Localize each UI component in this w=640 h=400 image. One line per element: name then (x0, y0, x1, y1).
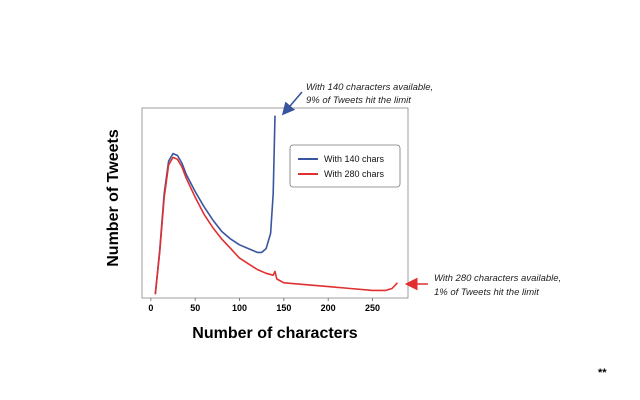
annotation-140-arrow (281, 91, 303, 116)
x-tick-label-0: 0 (148, 303, 153, 313)
x-axis-ticks: 0 50 100 150 200 250 (148, 298, 380, 313)
annotation-140-line2: 9% of Tweets hit the limit (306, 95, 411, 106)
series-lines (154, 115, 398, 295)
annotation-280-line1: With 280 characters available, (434, 273, 561, 284)
x-axis-title: Number of characters (192, 325, 357, 342)
x-tick-label-50: 50 (190, 303, 200, 313)
x-tick-label-150: 150 (276, 303, 291, 313)
legend-label-140: With 140 chars (324, 154, 385, 164)
legend: With 140 chars With 280 chars (289, 144, 401, 188)
x-tick-label-100: 100 (232, 303, 247, 313)
footnote-marker: ** (598, 367, 607, 379)
y-axis-title: Number of Tweets (105, 129, 122, 267)
annotation-280: With 280 characters available, 1% of Twe… (404, 273, 561, 298)
x-tick-label-200: 200 (321, 303, 336, 313)
x-tick-label-250: 250 (365, 303, 380, 313)
legend-box (289, 144, 401, 188)
annotation-140: With 140 characters available, 9% of Twe… (281, 82, 433, 116)
legend-label-280: With 280 chars (324, 169, 385, 179)
annotation-140-line1: With 140 characters available, (306, 82, 433, 93)
annotation-280-line2: 1% of Tweets hit the limit (434, 287, 539, 298)
series-line-140 (154, 115, 276, 295)
plot-frame (141, 107, 409, 299)
series-line-280 (154, 156, 398, 295)
